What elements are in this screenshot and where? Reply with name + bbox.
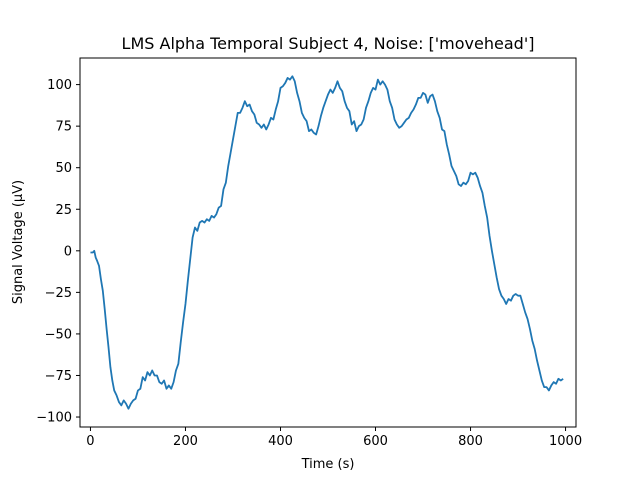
y-tick-label: −50 xyxy=(45,327,72,342)
y-axis-ticks: −100 −75 −50 −25 0 25 50 75 100 xyxy=(36,78,80,426)
y-tick-label: −75 xyxy=(45,369,72,384)
x-axis-ticks: 0 200 400 600 800 1000 xyxy=(86,427,582,449)
y-tick-label: 25 xyxy=(55,203,72,218)
x-tick-label: 600 xyxy=(363,434,388,449)
y-tick-label: 75 xyxy=(55,120,72,135)
y-tick-label: −100 xyxy=(36,411,72,426)
x-tick-label: 0 xyxy=(86,434,94,449)
y-axis-label: Signal Voltage (μV) xyxy=(11,180,26,304)
series-line-0 xyxy=(90,75,564,410)
y-tick-label: 100 xyxy=(47,78,72,93)
x-tick-label: 200 xyxy=(173,434,198,449)
plot-frame xyxy=(79,57,577,428)
y-tick-label: −25 xyxy=(45,286,72,301)
x-tick-label: 800 xyxy=(458,434,483,449)
y-tick-label: 50 xyxy=(55,161,72,176)
x-tick-label: 400 xyxy=(268,434,293,449)
x-axis-label: Time (s) xyxy=(301,457,355,472)
y-tick-label: 0 xyxy=(64,244,72,259)
x-tick-label: 1000 xyxy=(549,434,582,449)
chart-title: LMS Alpha Temporal Subject 4, Noise: ['m… xyxy=(122,34,535,53)
plot-area xyxy=(90,75,564,410)
